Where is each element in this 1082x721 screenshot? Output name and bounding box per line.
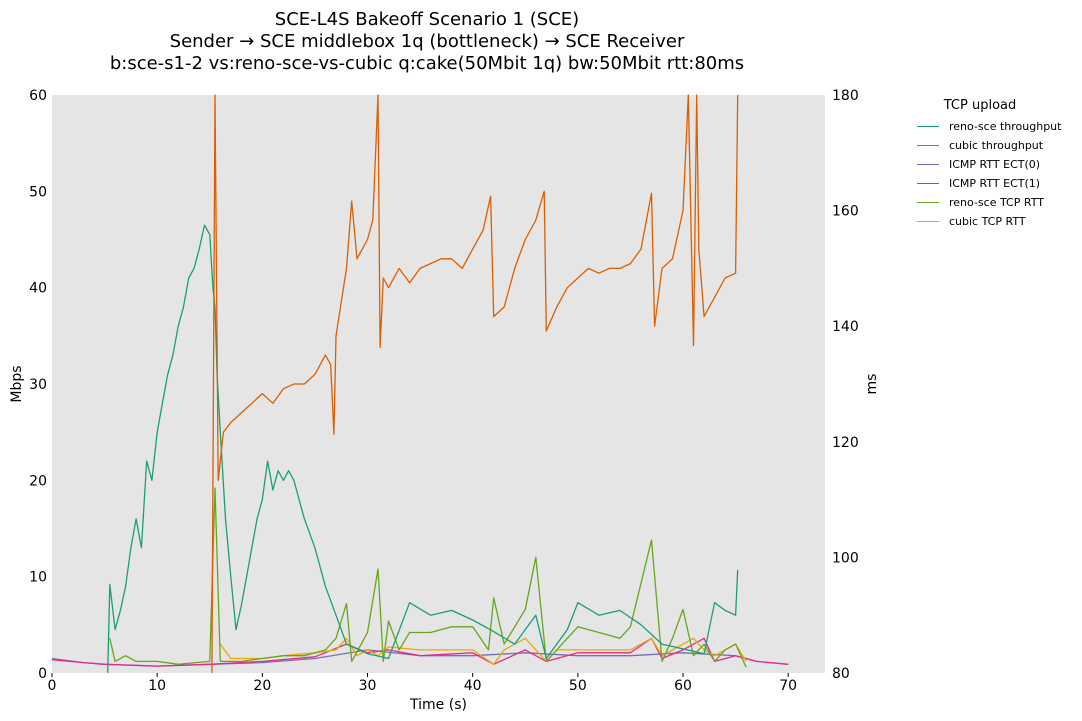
chart-title-line1: SCE-L4S Bakeoff Scenario 1 (SCE)	[274, 9, 580, 30]
legend-label: ICMP RTT ECT(0)	[949, 158, 1041, 171]
legend-swatch	[917, 221, 939, 222]
legend-swatch	[917, 202, 939, 203]
legend-label: reno-sce throughput	[949, 120, 1062, 133]
y-right-tick-label: 120	[832, 435, 859, 451]
legend-label: ICMP RTT ECT(1)	[949, 177, 1041, 190]
legend-item: cubic TCP RTT	[910, 212, 1080, 231]
chart-title-line2: Sender → SCE middlebox 1q (bottleneck) →…	[169, 31, 685, 52]
series-layer	[51, 94, 789, 674]
y-axis-right-label: ms	[864, 374, 880, 395]
y-right-tick-label: 160	[832, 204, 859, 220]
x-tick-label: 50	[569, 678, 587, 694]
y-axis-left-label: Mbps	[9, 365, 25, 402]
legend-items: reno-sce throughput cubic throughput ICMP …	[910, 117, 1080, 231]
legend-title: TCP upload	[943, 98, 1017, 113]
y-left-tick-label: 10	[29, 570, 47, 586]
legend-label: reno-sce TCP RTT	[949, 196, 1044, 209]
legend: TCP upload reno-sce throughput cubic thro…	[910, 98, 1080, 231]
x-tick-label: 30	[359, 678, 377, 694]
x-tick-label: 40	[464, 678, 482, 694]
x-tick-label: 10	[148, 678, 166, 694]
legend-swatch	[917, 126, 939, 127]
y-right-tick-label: 140	[832, 319, 859, 335]
y-left-tick-label: 50	[29, 184, 47, 200]
legend-item: ICMP RTT ECT(0)	[910, 155, 1080, 174]
series-line-reno-sce-throughput	[107, 224, 739, 674]
y-left-tick-label: 60	[29, 88, 47, 104]
legend-swatch	[917, 145, 939, 146]
legend-swatch	[917, 183, 939, 184]
legend-item: reno-sce TCP RTT	[910, 193, 1080, 212]
y-left-tick-label: 30	[29, 377, 47, 393]
y-left-tick-label: 40	[29, 281, 47, 297]
legend-label: cubic TCP RTT	[949, 215, 1026, 228]
y-right-tick-label: 80	[832, 666, 850, 682]
y-right-tick-label: 100	[832, 550, 859, 566]
legend-item: cubic throughput	[910, 136, 1080, 155]
axes-layer: 0 10 20 30 40 50 60 70 0 10 20 30 40 50 60 80 100 120 140 1…	[29, 88, 859, 694]
x-tick-label: 60	[674, 678, 692, 694]
y-left-tick-label: 20	[29, 473, 47, 489]
legend-label: cubic throughput	[949, 139, 1044, 152]
y-right-tick-label: 180	[832, 88, 859, 104]
x-axis-label: Time (s)	[409, 697, 467, 713]
chart-title-line3: b:sce-s1-2 vs:reno-sce-vs-cubic q:cake(5…	[109, 53, 745, 74]
x-tick-label: 0	[48, 678, 57, 694]
x-tick-label: 20	[253, 678, 271, 694]
legend-item: ICMP RTT ECT(1)	[910, 174, 1080, 193]
legend-item: reno-sce throughput	[910, 117, 1080, 136]
series-line-cubic-throughput	[211, 94, 739, 674]
series-line-cubic-tcp-rtt	[219, 637, 747, 665]
series-line-reno-sce-tcp-rtt	[109, 487, 747, 668]
x-tick-label: 70	[779, 678, 797, 694]
plot-area	[52, 95, 825, 673]
y-left-tick-label: 0	[38, 666, 47, 682]
legend-swatch	[917, 164, 939, 165]
